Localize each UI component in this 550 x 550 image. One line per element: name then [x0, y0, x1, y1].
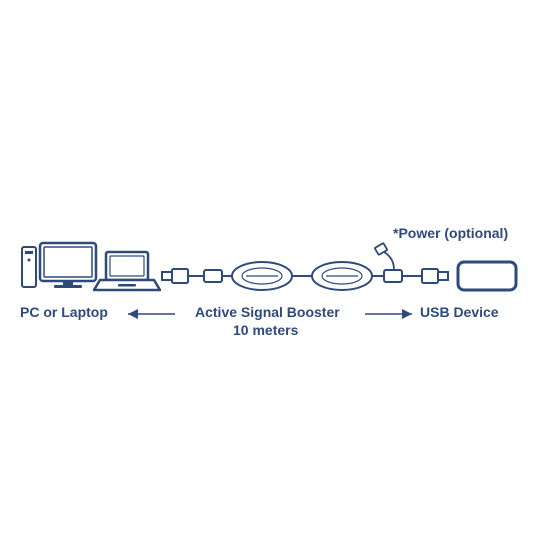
pc-label: PC or Laptop [20, 304, 108, 320]
usb-label: USB Device [420, 304, 499, 320]
laptop-icon [94, 252, 160, 290]
booster-2-icon [312, 262, 372, 290]
usb-plug-right-icon [422, 269, 448, 283]
power-label: *Power (optional) [393, 225, 508, 241]
arrow-left-icon [128, 309, 175, 319]
booster-1-icon [232, 262, 292, 290]
usb-plug-left-icon [162, 269, 188, 283]
arrow-right-icon [365, 309, 412, 319]
booster-label-1: Active Signal Booster [195, 304, 340, 320]
booster-label-2: 10 meters [233, 322, 298, 338]
connection-diagram [0, 0, 550, 550]
ferrite-2-icon [384, 270, 402, 282]
monitor-icon [40, 243, 96, 288]
power-jack-icon [375, 243, 394, 270]
desktop-tower-icon [22, 247, 36, 287]
ferrite-1-icon [204, 270, 222, 282]
usb-device-icon [458, 262, 516, 290]
